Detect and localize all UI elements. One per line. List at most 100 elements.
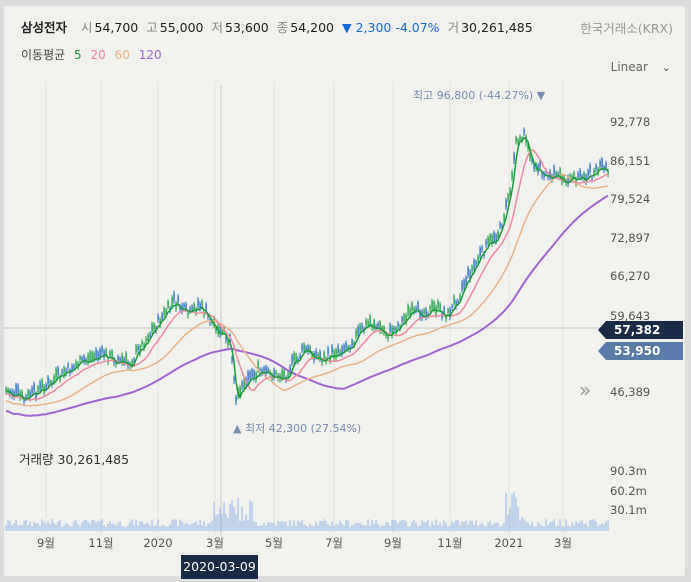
candle-body bbox=[433, 302, 435, 310]
candle-body bbox=[559, 168, 561, 178]
current-price-tag: 57,382 bbox=[598, 321, 683, 339]
candle-body bbox=[443, 307, 445, 314]
volume-bar bbox=[191, 523, 193, 531]
volume-bar bbox=[227, 517, 229, 531]
candle-body bbox=[31, 387, 33, 393]
candle-body bbox=[449, 308, 451, 318]
candle-body bbox=[437, 301, 439, 309]
volume-bar bbox=[465, 520, 467, 531]
candle-body bbox=[141, 341, 143, 345]
candle-body bbox=[465, 277, 467, 285]
volume-bar bbox=[17, 525, 19, 531]
volume-bar bbox=[157, 519, 159, 531]
volume-bar bbox=[145, 523, 147, 531]
volume-bar bbox=[147, 522, 149, 531]
moving-average-legend[interactable]: 이동평균 5 20 60 120 bbox=[21, 46, 167, 63]
candle-body bbox=[507, 194, 509, 200]
volume-bar bbox=[301, 519, 303, 531]
chart-panel[interactable]: 삼성전자 시 54,700 고 55,000 저 53,600 종 54,200 ▼ 2… bbox=[4, 6, 685, 576]
candle-body bbox=[165, 309, 167, 316]
volume-bar bbox=[235, 513, 237, 531]
volume-bar bbox=[305, 525, 307, 531]
volume-bar bbox=[265, 525, 267, 531]
candle-body bbox=[451, 305, 453, 308]
candle-body bbox=[539, 161, 541, 168]
candle-body bbox=[553, 166, 555, 175]
close-price: 54,200 bbox=[290, 20, 335, 35]
candle-body bbox=[573, 172, 575, 177]
volume-bar bbox=[287, 526, 289, 531]
volume-bar bbox=[263, 523, 265, 531]
candle-body bbox=[327, 347, 329, 354]
volume-bar bbox=[241, 506, 243, 531]
candle-body bbox=[171, 297, 173, 306]
candle-body bbox=[33, 383, 35, 391]
candle-body bbox=[407, 305, 409, 315]
candle-body bbox=[387, 336, 389, 339]
volume-bar bbox=[193, 522, 195, 531]
volume-bar bbox=[365, 525, 367, 531]
candle-body bbox=[455, 301, 457, 307]
candle-body bbox=[61, 370, 63, 374]
candle-body bbox=[163, 308, 165, 315]
ma-label: 이동평균 bbox=[21, 48, 66, 62]
scale-dropdown[interactable]: Linear ⌄ bbox=[611, 60, 671, 74]
volume-bar bbox=[183, 524, 185, 531]
price-chart[interactable]: 92,778 86,151 79,524 72,897 66,270 59,643 46,3… bbox=[4, 6, 685, 576]
volume-bar bbox=[429, 526, 431, 531]
volume-bar bbox=[281, 521, 283, 531]
candle-body bbox=[65, 369, 67, 374]
candle-body bbox=[345, 342, 347, 348]
candle-body bbox=[501, 225, 503, 228]
volume-bar bbox=[53, 523, 55, 531]
candle-body bbox=[475, 261, 477, 265]
volume-bar bbox=[517, 506, 519, 531]
price-tick-label: 79,524 bbox=[610, 192, 650, 206]
candle-body bbox=[383, 327, 385, 333]
volume-bar bbox=[319, 520, 321, 531]
candle-body bbox=[423, 309, 425, 314]
volume-bar bbox=[373, 524, 375, 531]
candle-body bbox=[577, 173, 579, 178]
candle-body bbox=[543, 172, 545, 178]
candle-body bbox=[185, 303, 187, 310]
candle-body bbox=[555, 172, 557, 176]
candle-body bbox=[249, 371, 251, 380]
volume-bar bbox=[475, 520, 477, 531]
candle-body bbox=[243, 380, 245, 389]
candle-body bbox=[247, 371, 249, 381]
scroll-right-icon[interactable]: » bbox=[579, 378, 592, 402]
volume-bar bbox=[477, 526, 479, 531]
candle-body bbox=[115, 362, 117, 365]
date-tick-label: 7월 bbox=[325, 536, 343, 550]
volume-bar bbox=[453, 522, 455, 531]
volume-bar bbox=[427, 519, 429, 531]
quote-header: 삼성전자 시 54,700 고 55,000 저 53,600 종 54,200 ▼ 2… bbox=[21, 17, 537, 36]
volume-bar bbox=[563, 526, 565, 531]
volume-bar bbox=[73, 520, 75, 531]
candle-body bbox=[83, 356, 85, 362]
volume-bar bbox=[273, 522, 275, 531]
volume-bar bbox=[209, 523, 211, 531]
volume-bar bbox=[603, 524, 605, 531]
volume-bar bbox=[85, 519, 87, 531]
volume-bar bbox=[59, 520, 61, 531]
candle-body bbox=[593, 169, 595, 175]
candle-body bbox=[389, 324, 391, 332]
candle-body bbox=[187, 312, 189, 316]
candle-body bbox=[513, 153, 515, 162]
open-price: 54,700 bbox=[94, 20, 139, 35]
candle-body bbox=[419, 310, 421, 318]
volume-bar bbox=[181, 521, 183, 531]
candle-body bbox=[351, 340, 353, 346]
volume-bar bbox=[41, 519, 43, 531]
volume-bar bbox=[349, 526, 351, 531]
candle-body bbox=[77, 363, 79, 367]
candle-body bbox=[167, 301, 169, 307]
candle-body bbox=[397, 323, 399, 327]
candle-body bbox=[341, 346, 343, 355]
ma-60-line bbox=[5, 173, 609, 407]
volume-bar bbox=[441, 526, 443, 531]
volume-bar bbox=[21, 525, 23, 531]
price-tick-label: 72,897 bbox=[610, 231, 650, 245]
